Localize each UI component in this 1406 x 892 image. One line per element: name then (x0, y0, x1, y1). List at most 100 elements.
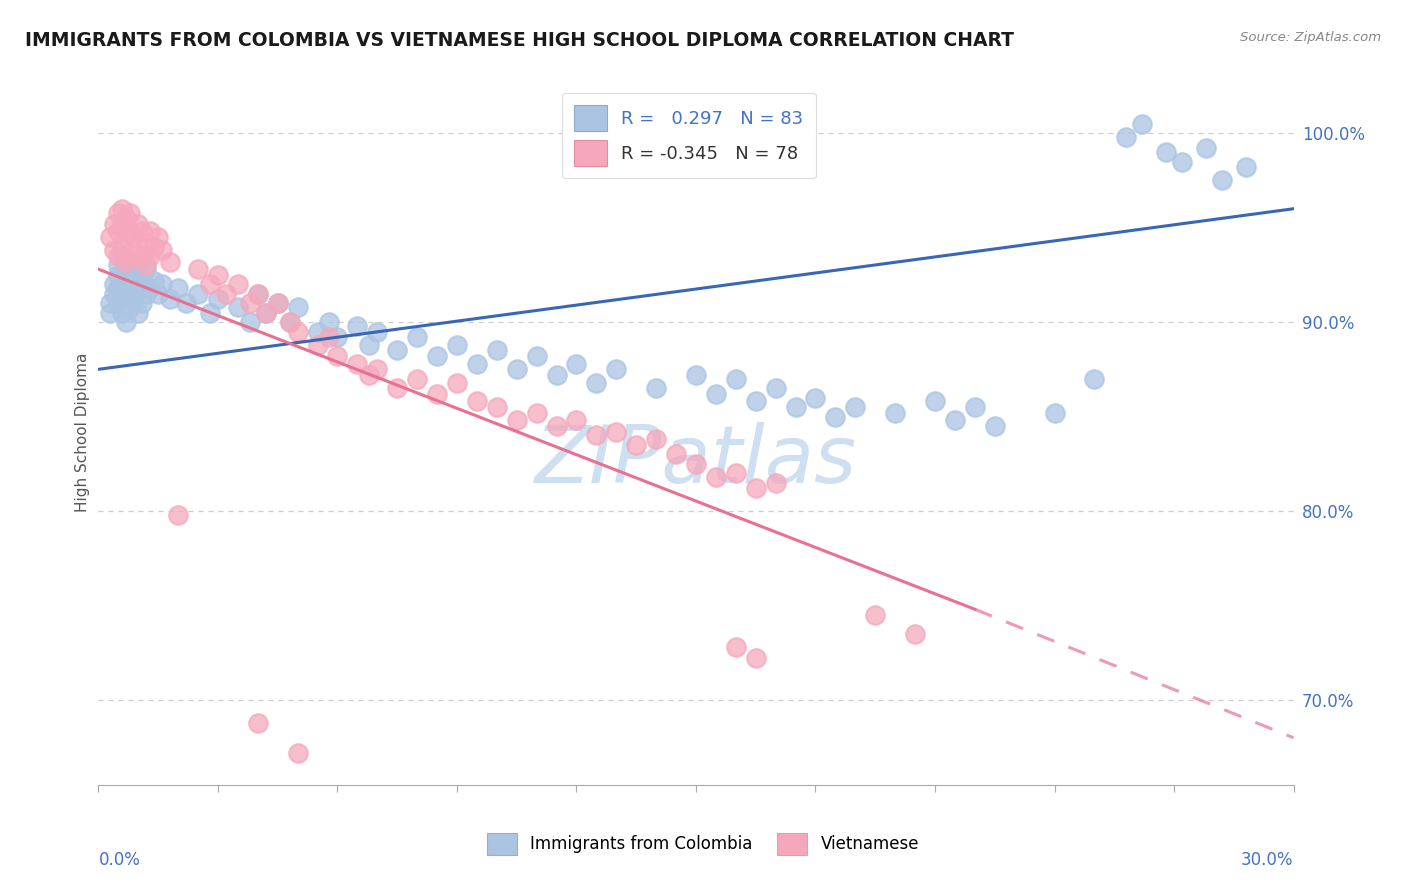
Point (127, 239, 149, 253)
Point (226, 300, 249, 314)
Point (278, 315, 301, 329)
Point (115, 286, 138, 301)
Point (546, 368, 568, 382)
Point (1130, 117, 1153, 131)
Point (943, 413, 966, 427)
Point (226, 277, 249, 292)
Point (704, 470, 727, 484)
Point (724, 640, 747, 654)
Point (804, 391, 827, 405)
Point (506, 413, 529, 427)
Point (904, 627, 927, 641)
Point (167, 508, 190, 522)
Legend: R =   0.297   N = 83, R = -0.345   N = 78: R = 0.297 N = 83, R = -0.345 N = 78 (561, 93, 815, 178)
Point (665, 447, 688, 461)
Point (984, 419, 1007, 434)
Point (924, 394, 946, 409)
Point (1234, 160, 1257, 174)
Point (115, 211, 138, 226)
Point (103, 286, 125, 301)
Point (1154, 145, 1177, 159)
Point (135, 286, 157, 301)
Point (111, 217, 134, 231)
Point (465, 357, 488, 371)
Point (865, 607, 887, 622)
Point (98, 306, 122, 320)
Point (585, 376, 607, 390)
Point (359, 338, 381, 352)
Point (359, 368, 381, 382)
Point (724, 372, 747, 386)
Point (103, 217, 125, 231)
Point (187, 262, 209, 277)
Point (111, 249, 134, 263)
Point (307, 338, 329, 352)
Point (131, 249, 153, 263)
Point (124, 249, 146, 263)
Point (278, 315, 301, 329)
Point (174, 296, 197, 310)
Point (246, 286, 269, 301)
Point (963, 400, 986, 414)
Point (254, 306, 277, 320)
Point (127, 281, 149, 295)
Point (107, 296, 129, 310)
Point (565, 413, 588, 427)
Point (318, 330, 340, 344)
Point (120, 224, 142, 238)
Point (131, 224, 153, 238)
Point (127, 306, 149, 320)
Point (685, 368, 707, 382)
Point (465, 394, 488, 409)
Point (103, 277, 125, 292)
Point (1043, 406, 1066, 420)
Point (385, 343, 409, 358)
Point (385, 381, 409, 395)
Point (626, 438, 648, 452)
Point (143, 274, 166, 288)
Point (115, 262, 138, 277)
Point (824, 409, 846, 424)
Point (135, 235, 157, 250)
Point (645, 381, 668, 395)
Point (446, 338, 468, 352)
Point (506, 362, 529, 376)
Text: 0.0%: 0.0% (98, 851, 141, 869)
Point (111, 306, 134, 320)
Point (124, 230, 146, 244)
Point (131, 296, 153, 310)
Point (526, 406, 548, 420)
Point (207, 293, 229, 307)
Point (745, 394, 768, 409)
Point (198, 277, 221, 292)
Point (139, 281, 162, 295)
Point (131, 274, 153, 288)
Point (724, 467, 747, 481)
Point (346, 318, 368, 333)
Text: ZIPatlas: ZIPatlas (534, 422, 858, 500)
Point (765, 381, 787, 395)
Point (326, 349, 349, 363)
Point (135, 262, 157, 277)
Point (287, 325, 309, 339)
Point (704, 387, 727, 401)
Point (98, 296, 122, 310)
Point (139, 249, 162, 263)
Point (1083, 372, 1105, 386)
Point (546, 419, 568, 434)
Legend: Immigrants from Colombia, Vietnamese: Immigrants from Colombia, Vietnamese (479, 827, 927, 862)
Point (124, 268, 146, 282)
Point (406, 330, 429, 344)
Point (485, 400, 508, 414)
Point (107, 205, 129, 219)
Point (107, 249, 129, 263)
Point (115, 254, 138, 268)
Point (98, 230, 122, 244)
Point (198, 306, 221, 320)
Point (585, 428, 607, 442)
Point (605, 425, 627, 439)
Point (120, 300, 142, 314)
Point (287, 746, 309, 760)
Point (127, 259, 149, 273)
Point (884, 406, 907, 420)
